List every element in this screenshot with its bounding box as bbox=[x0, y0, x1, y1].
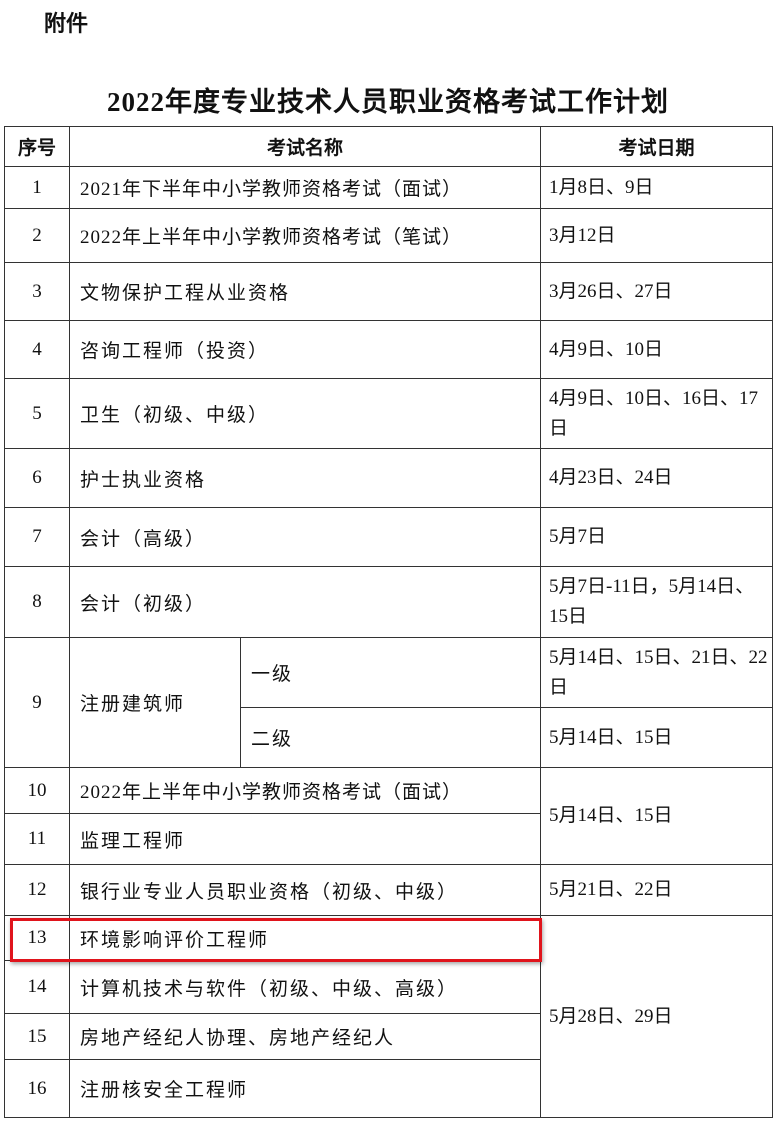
table-row: 13 环境影响评价工程师 5月28日、29日 bbox=[4, 915, 774, 1118]
table-row: 11 监理工程师 bbox=[4, 813, 773, 865]
attachment-label: 附件 bbox=[44, 11, 89, 36]
exam-date: 5月14日、15日 bbox=[540, 707, 774, 768]
row-no: 10 bbox=[4, 767, 70, 814]
table-row: 1 2021年下半年中小学教师资格考试（面试） 1月8日、9日 bbox=[4, 166, 774, 209]
row-no: 5 bbox=[4, 378, 70, 449]
exam-name: 银行业专业人员职业资格（初级、中级） bbox=[68, 864, 542, 916]
exam-date: 1月8日、9日 bbox=[540, 166, 774, 209]
exam-name: 文物保护工程从业资格 bbox=[68, 262, 542, 321]
exam-date: 5月14日、15日 bbox=[540, 767, 774, 865]
table-row: 9 注册建筑师 一级 5月14日、15日、21日、22日 bbox=[4, 637, 774, 768]
row-no: 15 bbox=[4, 1013, 70, 1060]
table-row: 3 文物保护工程从业资格 3月26日、27日 bbox=[4, 262, 774, 321]
row-no: 13 bbox=[4, 915, 70, 961]
header-date: 考试日期 bbox=[540, 126, 774, 167]
row-no: 16 bbox=[4, 1059, 70, 1118]
table-header-row: 序号 考试名称 考试日期 bbox=[4, 126, 774, 167]
exam-schedule-table: 序号 考试名称 考试日期 1 2021年下半年中小学教师资格考试（面试） 1月8… bbox=[4, 126, 774, 1118]
exam-date: 5月14日、15日、21日、22日 bbox=[540, 637, 774, 708]
table-row: 12 银行业专业人员职业资格（初级、中级） 5月21日、22日 bbox=[4, 864, 774, 916]
exam-level: 二级 bbox=[239, 707, 542, 768]
table-row: 16 注册核安全工程师 bbox=[4, 1059, 773, 1118]
exam-name: 会计（高级） bbox=[68, 507, 542, 567]
row-no: 8 bbox=[4, 566, 70, 638]
row-no: 2 bbox=[4, 208, 70, 263]
exam-name: 咨询工程师（投资） bbox=[68, 320, 542, 379]
exam-name: 环境影响评价工程师 bbox=[68, 915, 542, 961]
header-name: 考试名称 bbox=[68, 126, 542, 167]
exam-name: 卫生（初级、中级） bbox=[68, 378, 542, 449]
exam-date: 3月12日 bbox=[540, 208, 774, 263]
header-no: 序号 bbox=[4, 126, 70, 167]
exam-date: 5月7日 bbox=[540, 507, 774, 567]
table-row: 4 咨询工程师（投资） 4月9日、10日 bbox=[4, 320, 774, 379]
exam-name: 计算机技术与软件（初级、中级、高级） bbox=[68, 960, 542, 1014]
row-no: 3 bbox=[4, 262, 70, 321]
row-no: 12 bbox=[4, 864, 70, 916]
row-no: 14 bbox=[4, 960, 70, 1014]
exam-date: 4月23日、24日 bbox=[540, 448, 774, 508]
table-row: 8 会计（初级） 5月7日-11日，5月14日、15日 bbox=[4, 566, 774, 638]
exam-level: 一级 bbox=[239, 637, 542, 708]
row-no: 4 bbox=[4, 320, 70, 379]
document-title: 2022年度专业技术人员职业资格考试工作计划 bbox=[107, 87, 669, 117]
table-row: 10 2022年上半年中小学教师资格考试（面试） 5月14日、15日 bbox=[4, 767, 774, 865]
row-no: 9 bbox=[4, 637, 70, 768]
exam-name: 注册建筑师 bbox=[69, 637, 241, 768]
exam-date: 4月9日、10日 bbox=[540, 320, 774, 379]
exam-name: 护士执业资格 bbox=[68, 448, 542, 508]
exam-date: 5月28日、29日 bbox=[540, 915, 774, 1118]
exam-date: 4月9日、10日、16日、17日 bbox=[540, 378, 774, 449]
table-row: 2 2022年上半年中小学教师资格考试（笔试） 3月12日 bbox=[4, 208, 774, 263]
exam-date: 5月21日、22日 bbox=[540, 864, 774, 916]
exam-name: 2022年上半年中小学教师资格考试（笔试） bbox=[68, 208, 542, 263]
table-row: 6 护士执业资格 4月23日、24日 bbox=[4, 448, 774, 508]
table-row: 5 卫生（初级、中级） 4月9日、10日、16日、17日 bbox=[4, 378, 774, 449]
exam-name: 2021年下半年中小学教师资格考试（面试） bbox=[68, 166, 542, 209]
exam-name: 监理工程师 bbox=[68, 813, 542, 865]
row-no: 1 bbox=[4, 166, 70, 209]
table-row: 7 会计（高级） 5月7日 bbox=[4, 507, 774, 567]
row-no: 6 bbox=[4, 448, 70, 508]
exam-date: 5月7日-11日，5月14日、15日 bbox=[540, 566, 774, 638]
exam-name: 注册核安全工程师 bbox=[68, 1059, 542, 1118]
exam-name: 会计（初级） bbox=[68, 566, 542, 638]
exam-date: 3月26日、27日 bbox=[540, 262, 774, 321]
table-row: 15 房地产经纪人协理、房地产经纪人 bbox=[4, 1013, 773, 1060]
exam-name: 2022年上半年中小学教师资格考试（面试） bbox=[68, 767, 542, 814]
exam-name: 房地产经纪人协理、房地产经纪人 bbox=[68, 1013, 542, 1060]
row-no: 11 bbox=[4, 813, 70, 865]
row-no: 7 bbox=[4, 507, 70, 567]
table-row: 二级 5月14日、15日 bbox=[5, 707, 774, 768]
